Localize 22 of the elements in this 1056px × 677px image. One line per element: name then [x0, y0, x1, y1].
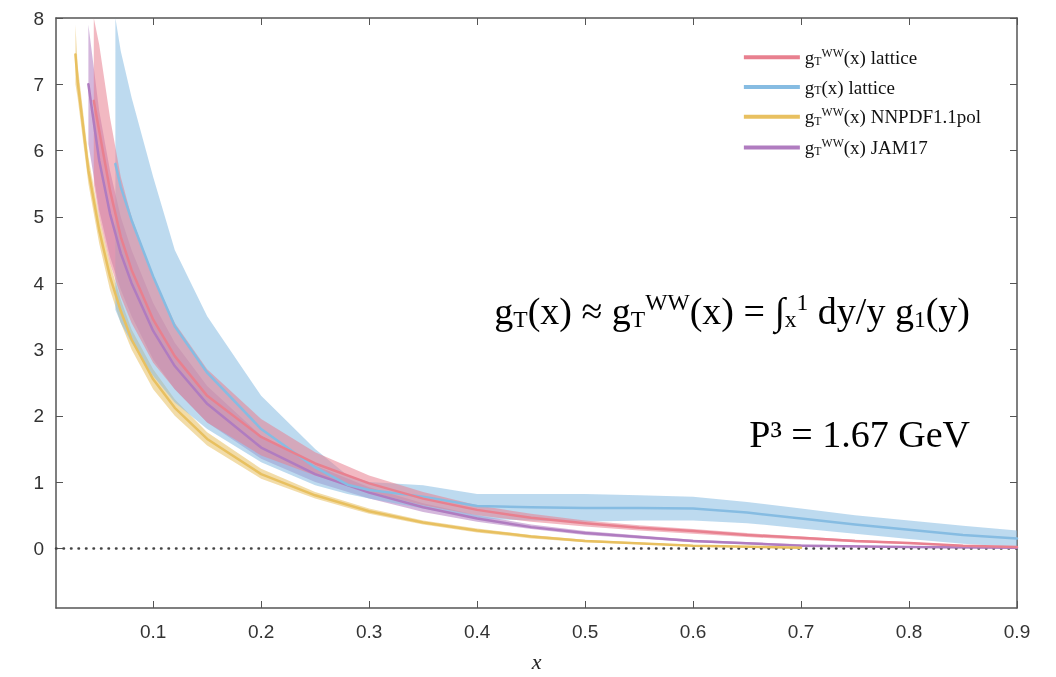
- x-tick-label: 0.4: [463, 621, 491, 642]
- y-tick-label: 6: [33, 140, 44, 162]
- legend-label: gT(x) lattice: [804, 76, 895, 99]
- y-tick-label: 8: [33, 7, 44, 29]
- x-tick-label: 0.3: [355, 621, 383, 642]
- x-tick-label: 0.5: [571, 621, 599, 642]
- y-tick-label: 5: [33, 206, 44, 228]
- x-tick-label: 0.2: [247, 621, 275, 642]
- x-axis-title: x: [530, 648, 542, 674]
- y-tick-label: 2: [33, 405, 44, 427]
- x-tick-label: 0.8: [895, 621, 923, 642]
- x-tick-label: 0.7: [787, 621, 815, 642]
- line-series: [114, 162, 1019, 540]
- annotation: P³ = 1.67 GeV: [749, 413, 971, 455]
- x-tick-label: 0.9: [1003, 621, 1031, 642]
- x-tick-label: 0.6: [679, 621, 707, 642]
- y-tick-label: 0: [33, 537, 44, 559]
- x-tick-label: 0.1: [139, 621, 167, 642]
- y-tick-label: 4: [33, 272, 45, 294]
- y-tick-label: 3: [33, 338, 44, 360]
- y-tick-label: 1: [33, 471, 44, 493]
- y-tick-label: 7: [33, 73, 44, 95]
